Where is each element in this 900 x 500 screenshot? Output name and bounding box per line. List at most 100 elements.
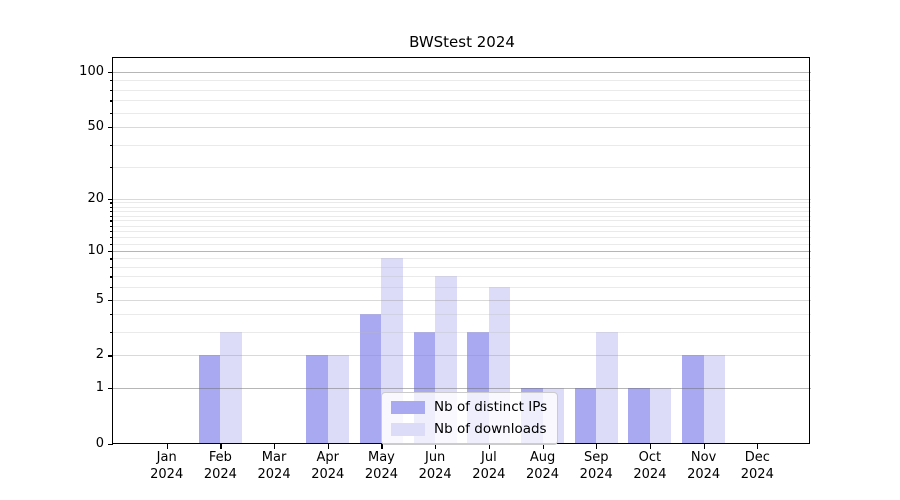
y-minor-tick-mark bbox=[110, 314, 113, 316]
y-minor-tick-mark bbox=[110, 215, 113, 217]
bar-downloads bbox=[327, 355, 350, 444]
bar-downloads bbox=[703, 355, 726, 444]
y-minor-tick-mark bbox=[110, 225, 113, 227]
y-minor-tick-mark bbox=[110, 89, 113, 91]
x-tick-label: Sep 2024 bbox=[579, 450, 613, 482]
y-tick-mark bbox=[108, 299, 113, 301]
bar-downloads bbox=[596, 332, 618, 444]
y-minor-tick-mark bbox=[110, 231, 113, 233]
y-minor-tick-mark bbox=[110, 258, 113, 260]
x-tick-label: Jan 2024 bbox=[150, 450, 184, 482]
y-tick-mark bbox=[108, 250, 113, 252]
x-tick-label: May 2024 bbox=[364, 450, 398, 482]
x-tick-label: Nov 2024 bbox=[687, 450, 721, 482]
x-tick-mark bbox=[703, 444, 705, 449]
minor-gridline bbox=[113, 202, 811, 204]
legend-row-distinct-ips: Nb of distinct IPs bbox=[391, 399, 547, 415]
x-tick-label: Dec 2024 bbox=[740, 450, 774, 482]
bar-downloads bbox=[649, 388, 672, 444]
y-minor-tick-mark bbox=[110, 220, 113, 222]
x-tick-label: Aug 2024 bbox=[525, 450, 560, 482]
minor-gridline bbox=[113, 100, 811, 102]
minor-gridline bbox=[113, 80, 811, 82]
minor-gridline bbox=[113, 266, 811, 268]
y-minor-tick-mark bbox=[110, 202, 113, 204]
major-gridline bbox=[113, 71, 811, 73]
y-minor-tick-mark bbox=[110, 237, 113, 239]
x-tick-label: Oct 2024 bbox=[633, 450, 667, 482]
x-tick-mark bbox=[649, 444, 652, 449]
x-tick-mark bbox=[327, 444, 329, 449]
y-tick-label: 20 bbox=[87, 190, 104, 206]
minor-gridline bbox=[113, 287, 811, 289]
minor-gridline bbox=[113, 167, 811, 169]
minor-gridline bbox=[113, 225, 811, 227]
y-tick-label: 0 bbox=[95, 436, 104, 451]
y-tick-mark bbox=[108, 444, 113, 446]
y-tick-mark bbox=[108, 388, 113, 390]
y-tick-label: 2 bbox=[95, 347, 104, 363]
x-tick-mark bbox=[757, 444, 759, 449]
minor-gridline bbox=[113, 112, 811, 114]
bar-distinct-ips bbox=[306, 355, 328, 444]
y-tick-label: 100 bbox=[79, 63, 104, 79]
major-gridline bbox=[113, 126, 811, 128]
y-tick-label: 5 bbox=[95, 291, 104, 307]
x-tick-mark bbox=[166, 444, 168, 449]
minor-gridline bbox=[113, 206, 811, 208]
x-tick-mark bbox=[596, 444, 598, 449]
y-minor-tick-mark bbox=[110, 167, 113, 169]
x-tick-mark bbox=[542, 444, 544, 449]
y-minor-tick-mark bbox=[110, 266, 113, 269]
major-gridline bbox=[113, 355, 811, 357]
minor-gridline bbox=[113, 314, 811, 316]
x-tick-label: Apr 2024 bbox=[311, 450, 345, 482]
y-minor-tick-mark bbox=[110, 210, 113, 213]
x-tick-label: Feb 2024 bbox=[203, 450, 237, 482]
minor-gridline bbox=[113, 243, 811, 245]
minor-gridline bbox=[113, 220, 811, 222]
y-minor-tick-mark bbox=[110, 206, 113, 208]
minor-gridline bbox=[113, 210, 811, 212]
legend-swatch-downloads bbox=[391, 422, 425, 436]
legend: Nb of distinct IPs Nb of downloads bbox=[381, 392, 559, 445]
y-minor-tick-mark bbox=[110, 80, 113, 82]
y-tick-mark bbox=[108, 71, 113, 74]
minor-gridline bbox=[113, 332, 811, 334]
major-gridline bbox=[113, 388, 811, 390]
y-tick-mark bbox=[108, 198, 113, 200]
bar-distinct-ips bbox=[359, 314, 382, 444]
minor-gridline bbox=[113, 144, 811, 146]
y-minor-tick-mark bbox=[110, 144, 113, 146]
y-tick-label: 50 bbox=[87, 118, 104, 134]
x-tick-mark bbox=[220, 444, 222, 449]
bar-distinct-ips bbox=[574, 388, 597, 444]
x-tick-mark bbox=[488, 444, 491, 449]
x-tick-label: Jul 2024 bbox=[472, 450, 506, 482]
minor-gridline bbox=[113, 215, 811, 217]
y-minor-tick-mark bbox=[110, 100, 113, 102]
minor-gridline bbox=[113, 237, 811, 239]
minor-gridline bbox=[113, 258, 811, 260]
legend-label-distinct-ips: Nb of distinct IPs bbox=[434, 399, 548, 415]
y-minor-tick-mark bbox=[110, 332, 113, 334]
legend-label-downloads: Nb of downloads bbox=[434, 421, 547, 437]
chart-title: BWStest 2024 bbox=[409, 33, 515, 51]
x-tick-mark bbox=[381, 444, 383, 449]
minor-gridline bbox=[113, 89, 811, 91]
major-gridline bbox=[113, 198, 811, 200]
legend-row-downloads: Nb of downloads bbox=[391, 421, 547, 437]
x-tick-mark bbox=[274, 444, 276, 449]
x-tick-label: Jun 2024 bbox=[418, 450, 452, 482]
minor-gridline bbox=[113, 276, 811, 278]
bar-distinct-ips bbox=[198, 355, 221, 444]
bar-downloads bbox=[220, 332, 242, 444]
minor-gridline bbox=[113, 231, 811, 233]
y-tick-mark bbox=[108, 126, 113, 129]
bar-distinct-ips bbox=[682, 355, 704, 444]
legend-swatch-distinct-ips bbox=[391, 400, 425, 414]
y-tick-label: 1 bbox=[95, 380, 104, 396]
y-minor-tick-mark bbox=[110, 243, 113, 245]
y-minor-tick-mark bbox=[110, 112, 113, 114]
